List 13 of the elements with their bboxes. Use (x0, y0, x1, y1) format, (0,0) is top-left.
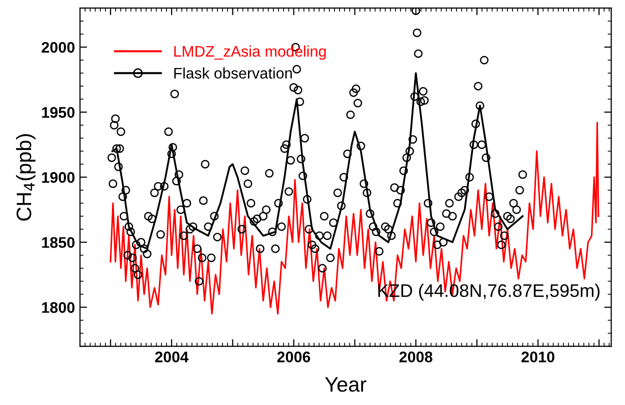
legend-label: LMDZ_zAsia modeling (174, 46, 326, 60)
y-tick-label: 1900 (42, 172, 75, 183)
x-tick-label: 2006 (277, 352, 310, 362)
y-axis-title: CH$_{4}$(ppb) (16, 134, 36, 221)
y-tick-label: 2000 (42, 42, 75, 53)
x-axis-title: Year (325, 377, 366, 392)
x-tick-label: 2010 (522, 352, 554, 362)
x-tick-label: 2008 (399, 352, 432, 362)
x-tick-label: 2004 (155, 352, 189, 362)
y-tick-label: 1950 (42, 107, 75, 118)
y-tick-label: 1850 (42, 237, 75, 248)
legend-label: Flask observation (174, 67, 292, 79)
y-tick-label: 1800 (42, 302, 75, 313)
